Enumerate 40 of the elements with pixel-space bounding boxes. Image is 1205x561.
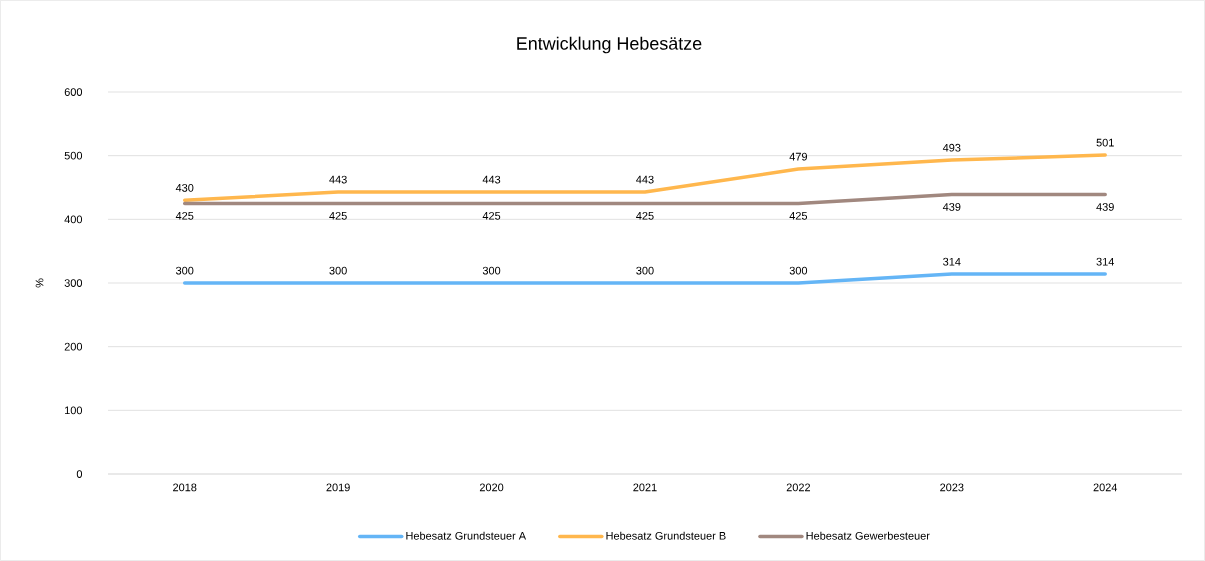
y-tick-label: 200 xyxy=(64,342,83,351)
x-tick-label: 2020 xyxy=(479,483,504,492)
data-label: 425 xyxy=(482,211,501,220)
legend-label: Hebesatz Gewerbesteuer xyxy=(806,531,930,540)
x-tick-label: 2019 xyxy=(326,483,350,492)
x-tick-label: 2024 xyxy=(1093,483,1118,492)
legend-label: Hebesatz Grundsteuer B xyxy=(606,531,726,540)
y-tick-label: 100 xyxy=(65,406,83,415)
data-label: 314 xyxy=(1096,257,1115,266)
x-tick-label: 2021 xyxy=(633,483,657,492)
data-label: 300 xyxy=(482,266,501,275)
data-label: 300 xyxy=(175,266,194,275)
x-tick-label: 2022 xyxy=(786,483,811,492)
y-tick-label: 500 xyxy=(64,151,83,160)
data-label: 493 xyxy=(942,143,961,152)
data-label: 479 xyxy=(789,152,807,161)
data-label: 439 xyxy=(1096,203,1114,211)
data-label: 425 xyxy=(329,211,347,220)
y-tick-label: 600 xyxy=(64,88,83,96)
y-axis-title: % xyxy=(35,278,44,288)
x-tick-label: 2018 xyxy=(173,483,197,492)
data-label: 300 xyxy=(789,266,808,275)
data-label: 300 xyxy=(329,266,347,275)
data-label: 443 xyxy=(636,175,654,184)
data-label: 443 xyxy=(482,175,501,184)
y-tick-label: 400 xyxy=(64,215,83,224)
data-label: 443 xyxy=(329,175,347,184)
y-tick-label: 0 xyxy=(76,470,83,478)
data-label: 425 xyxy=(636,211,654,220)
legend-label: Hebesatz Grundsteuer A xyxy=(406,531,527,540)
data-label: 430 xyxy=(175,183,194,192)
chart-title: Entwicklung Hebesätze xyxy=(517,36,702,54)
data-label: 314 xyxy=(943,257,961,266)
data-label: 439 xyxy=(942,203,961,211)
data-label: 501 xyxy=(1096,138,1114,147)
data-label: 425 xyxy=(175,211,194,220)
x-tick-label: 2023 xyxy=(940,483,964,492)
y-tick-label: 300 xyxy=(64,279,83,287)
data-label: 425 xyxy=(789,211,808,220)
data-label: 300 xyxy=(636,266,654,275)
